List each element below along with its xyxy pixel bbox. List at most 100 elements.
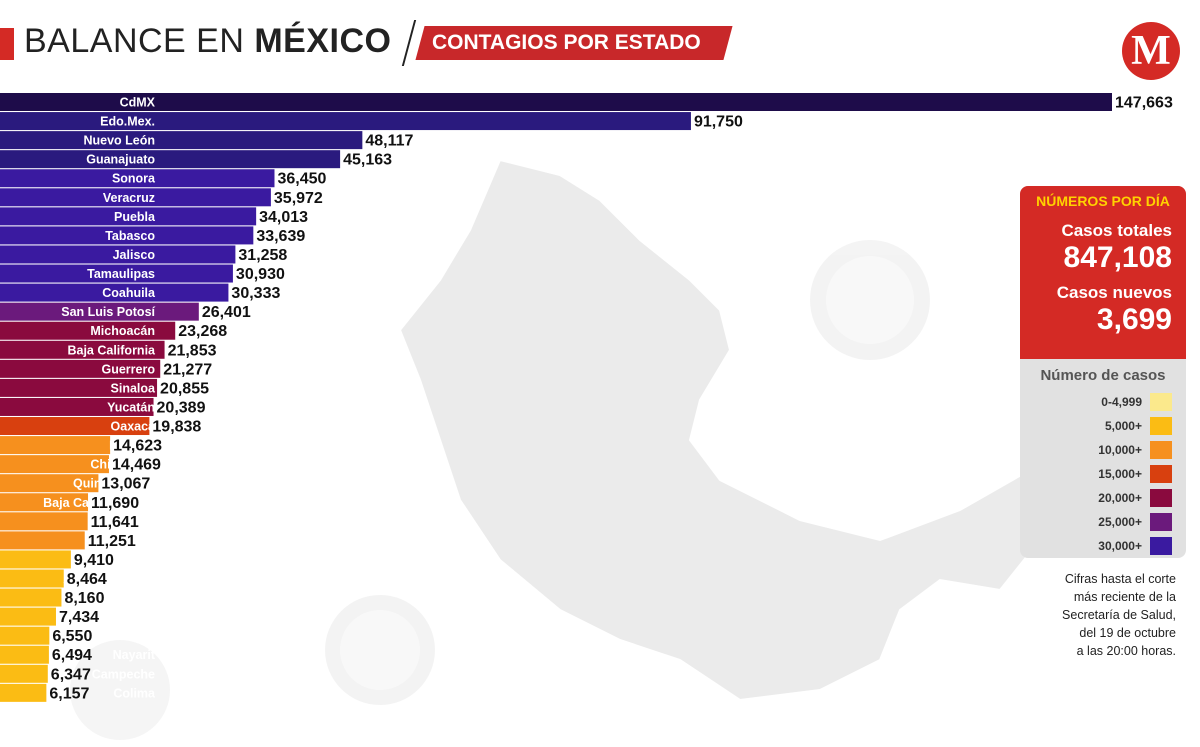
legend-label: 0-4,999 xyxy=(1101,395,1142,409)
bar xyxy=(0,550,71,569)
mexico-silhouette xyxy=(398,158,1062,702)
legend-swatch xyxy=(1150,513,1172,531)
value-label: 14,623 xyxy=(113,438,162,455)
category-label: Durango xyxy=(104,534,156,548)
bar xyxy=(0,226,254,245)
category-label: Oaxaca xyxy=(111,420,157,434)
category-label: Jalisco xyxy=(113,248,156,262)
value-label: 20,855 xyxy=(160,380,209,397)
title-light: BALANCE EN xyxy=(24,22,245,60)
legend-swatch xyxy=(1150,465,1172,483)
bar xyxy=(0,283,229,302)
legend-label: 25,000+ xyxy=(1098,515,1142,529)
value-label: 30,333 xyxy=(231,285,280,302)
category-label: Coahuila xyxy=(102,286,156,300)
legend-label: 5,000+ xyxy=(1104,419,1142,433)
category-label: Querétaro xyxy=(95,515,155,529)
value-label: 91,750 xyxy=(694,114,743,131)
category-label: San Luis Potosí xyxy=(61,305,155,319)
legend: 0-4,999 5,000+ 10,000+ 15,000+ 20,000+ 25,000… xyxy=(1020,390,1186,558)
legend-item: 25,000+ xyxy=(1020,510,1186,534)
legend-swatch xyxy=(1150,417,1172,435)
bar xyxy=(0,397,154,416)
value-label: 48,117 xyxy=(365,133,413,150)
bar xyxy=(0,455,109,474)
category-label: Michoacán xyxy=(90,324,155,338)
legend-item: 15,000+ xyxy=(1020,462,1186,486)
bar xyxy=(0,207,257,226)
virus-decoration-left xyxy=(70,240,930,740)
value-label: 147,663 xyxy=(1115,95,1173,112)
new-cases-value: 3,699 xyxy=(1096,303,1172,336)
legend-swatch xyxy=(1150,441,1172,459)
category-label: Aguascalientes xyxy=(63,572,155,586)
category-label: Tlaxcala xyxy=(106,591,156,605)
header-accent xyxy=(0,28,14,60)
value-label: 33,639 xyxy=(256,228,305,245)
category-label: Baja California Sur xyxy=(43,496,155,510)
legend-item: 0-4,999 xyxy=(1020,390,1186,414)
category-label: Colima xyxy=(113,686,156,700)
value-label: 30,930 xyxy=(236,266,285,283)
value-label: 35,972 xyxy=(274,190,323,207)
category-label: Morelos xyxy=(107,629,155,643)
bar xyxy=(0,302,199,321)
value-label: 21,853 xyxy=(168,342,217,359)
category-label: Chiapas xyxy=(106,610,155,624)
category-label: Nuevo León xyxy=(83,134,155,148)
category-label: Sinaloa xyxy=(111,381,157,395)
category-label: Baja California xyxy=(67,343,156,357)
category-label: Hidalgo xyxy=(109,439,155,453)
category-label: Quintana Roo xyxy=(73,477,155,491)
bar xyxy=(0,340,165,359)
note-line: a las 20:00 horas. xyxy=(1076,644,1176,658)
value-label: 13,067 xyxy=(101,476,150,493)
bar xyxy=(0,321,176,340)
value-label: 8,464 xyxy=(67,571,107,588)
bar xyxy=(0,150,341,169)
bar xyxy=(0,607,56,626)
bar xyxy=(0,188,271,207)
legend-swatch xyxy=(1150,489,1172,507)
bar xyxy=(0,683,47,702)
note-line: Secretaría de Salud, xyxy=(1062,608,1176,622)
category-label: CdMX xyxy=(120,96,156,110)
bar xyxy=(0,664,48,683)
legend-item: 30,000+ xyxy=(1020,534,1186,558)
legend-item: 10,000+ xyxy=(1020,438,1186,462)
value-label: 26,401 xyxy=(202,304,251,321)
value-label: 36,450 xyxy=(277,171,326,188)
value-label: 11,251 xyxy=(88,533,136,550)
panel-heading: NÚMEROS POR DÍA xyxy=(1036,193,1170,209)
bar xyxy=(0,436,111,455)
legend-item: 5,000+ xyxy=(1020,414,1186,438)
subtitle: CONTAGIOS POR ESTADO xyxy=(432,31,701,54)
value-label: 11,690 xyxy=(91,495,139,512)
bar xyxy=(0,474,99,493)
value-label: 20,389 xyxy=(157,399,206,416)
value-label: 6,157 xyxy=(49,685,89,702)
bar xyxy=(0,645,49,664)
legend-label: 20,000+ xyxy=(1098,491,1142,505)
value-label: 7,434 xyxy=(59,609,99,626)
category-label: Guanajuato xyxy=(86,153,155,167)
new-cases-label: Casos nuevos xyxy=(1056,283,1172,302)
bar xyxy=(0,93,1112,111)
bar xyxy=(0,378,158,397)
bar xyxy=(0,264,233,283)
bar xyxy=(0,112,691,131)
legend-swatch xyxy=(1150,393,1172,411)
bar xyxy=(0,569,64,588)
value-label: 21,277 xyxy=(163,361,212,378)
value-label: 14,469 xyxy=(112,457,161,474)
value-label: 6,494 xyxy=(52,647,92,664)
legend-item: 20,000+ xyxy=(1020,486,1186,510)
title-bold: MÉXICO xyxy=(254,22,392,60)
category-label: Puebla xyxy=(114,210,156,224)
header: BALANCE EN MÉXICO CONTAGIOS POR ESTADO xyxy=(0,18,760,66)
total-cases-label: Casos totales xyxy=(1061,221,1172,240)
bar xyxy=(0,626,50,645)
page-title: BALANCE EN MÉXICO xyxy=(24,22,391,61)
